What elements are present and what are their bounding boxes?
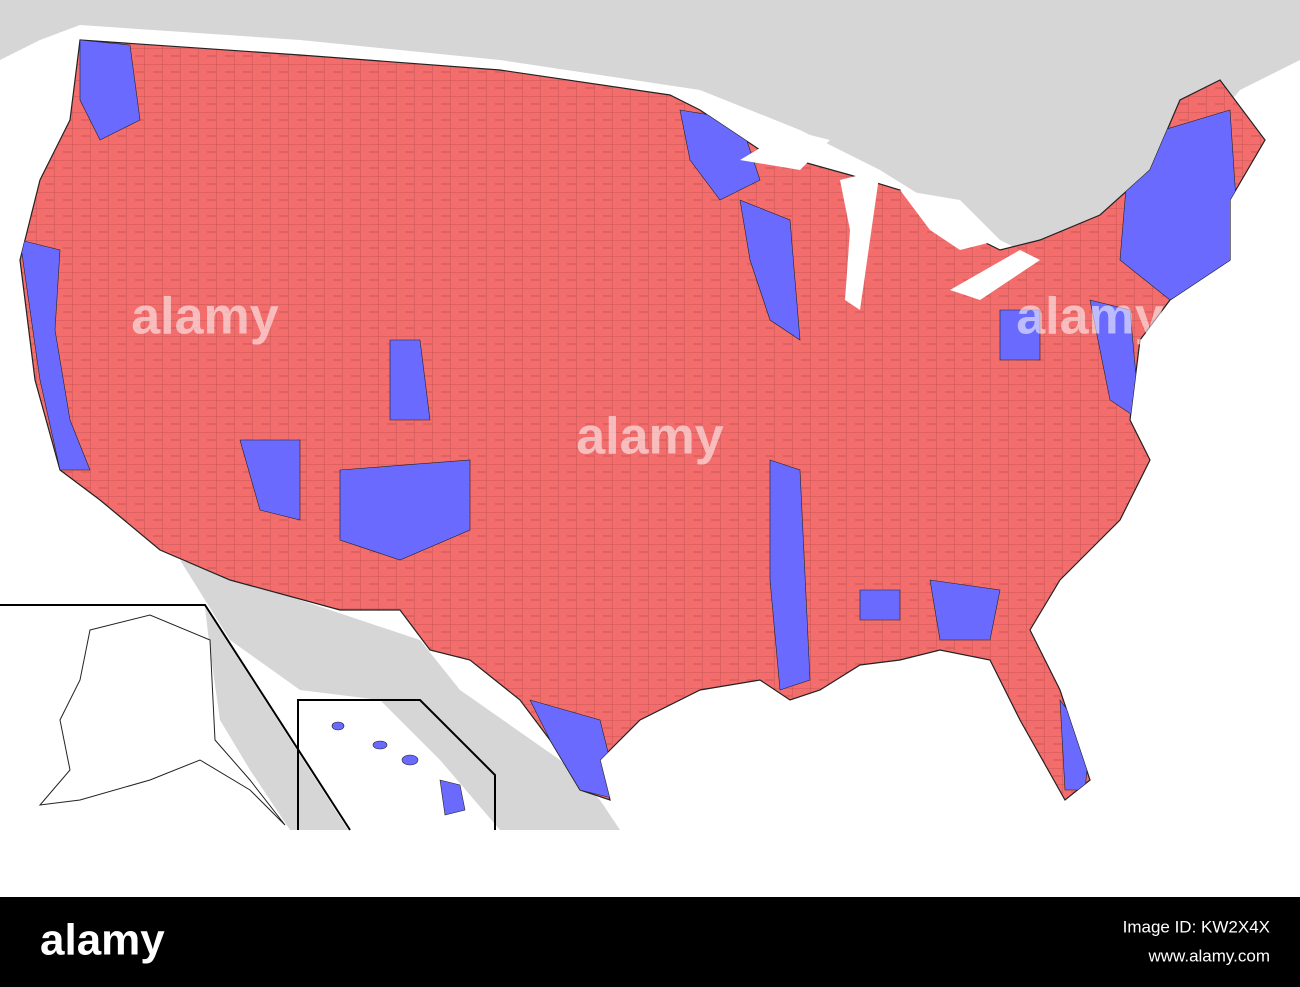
blue-region — [999, 309, 1041, 361]
canada — [0, 0, 1300, 250]
hawaii-island — [331, 721, 345, 731]
lake — [900, 190, 1000, 250]
inset-border — [0, 604, 351, 831]
canada — [205, 607, 348, 830]
footer-logo: alamy — [40, 916, 165, 965]
hawaii-island — [372, 740, 388, 750]
alaska — [38, 614, 286, 826]
mexico — [180, 560, 620, 830]
blue-region — [739, 199, 801, 341]
blue-region — [20, 239, 91, 471]
footer-url: www.alamy.com — [1147, 946, 1270, 965]
blue-region — [859, 589, 901, 621]
blue-region — [239, 439, 301, 521]
blue-region — [339, 459, 471, 561]
watermark: alamy — [576, 408, 724, 466]
lake — [840, 170, 880, 310]
hawaii-island — [439, 779, 466, 816]
blue-region — [769, 459, 811, 691]
inset-border — [297, 699, 496, 830]
blue-region — [389, 339, 431, 421]
blue-region — [929, 579, 1001, 641]
image-id: Image ID: KW2X4X — [1123, 917, 1270, 936]
blue-region — [79, 40, 141, 141]
watermark: alamy — [131, 288, 279, 346]
lake — [950, 250, 1040, 300]
hawaii-island — [401, 754, 419, 766]
lake — [740, 130, 830, 170]
blue-region — [529, 699, 621, 800]
footer-bar — [0, 897, 1300, 987]
watermark: alamy — [1016, 288, 1164, 346]
